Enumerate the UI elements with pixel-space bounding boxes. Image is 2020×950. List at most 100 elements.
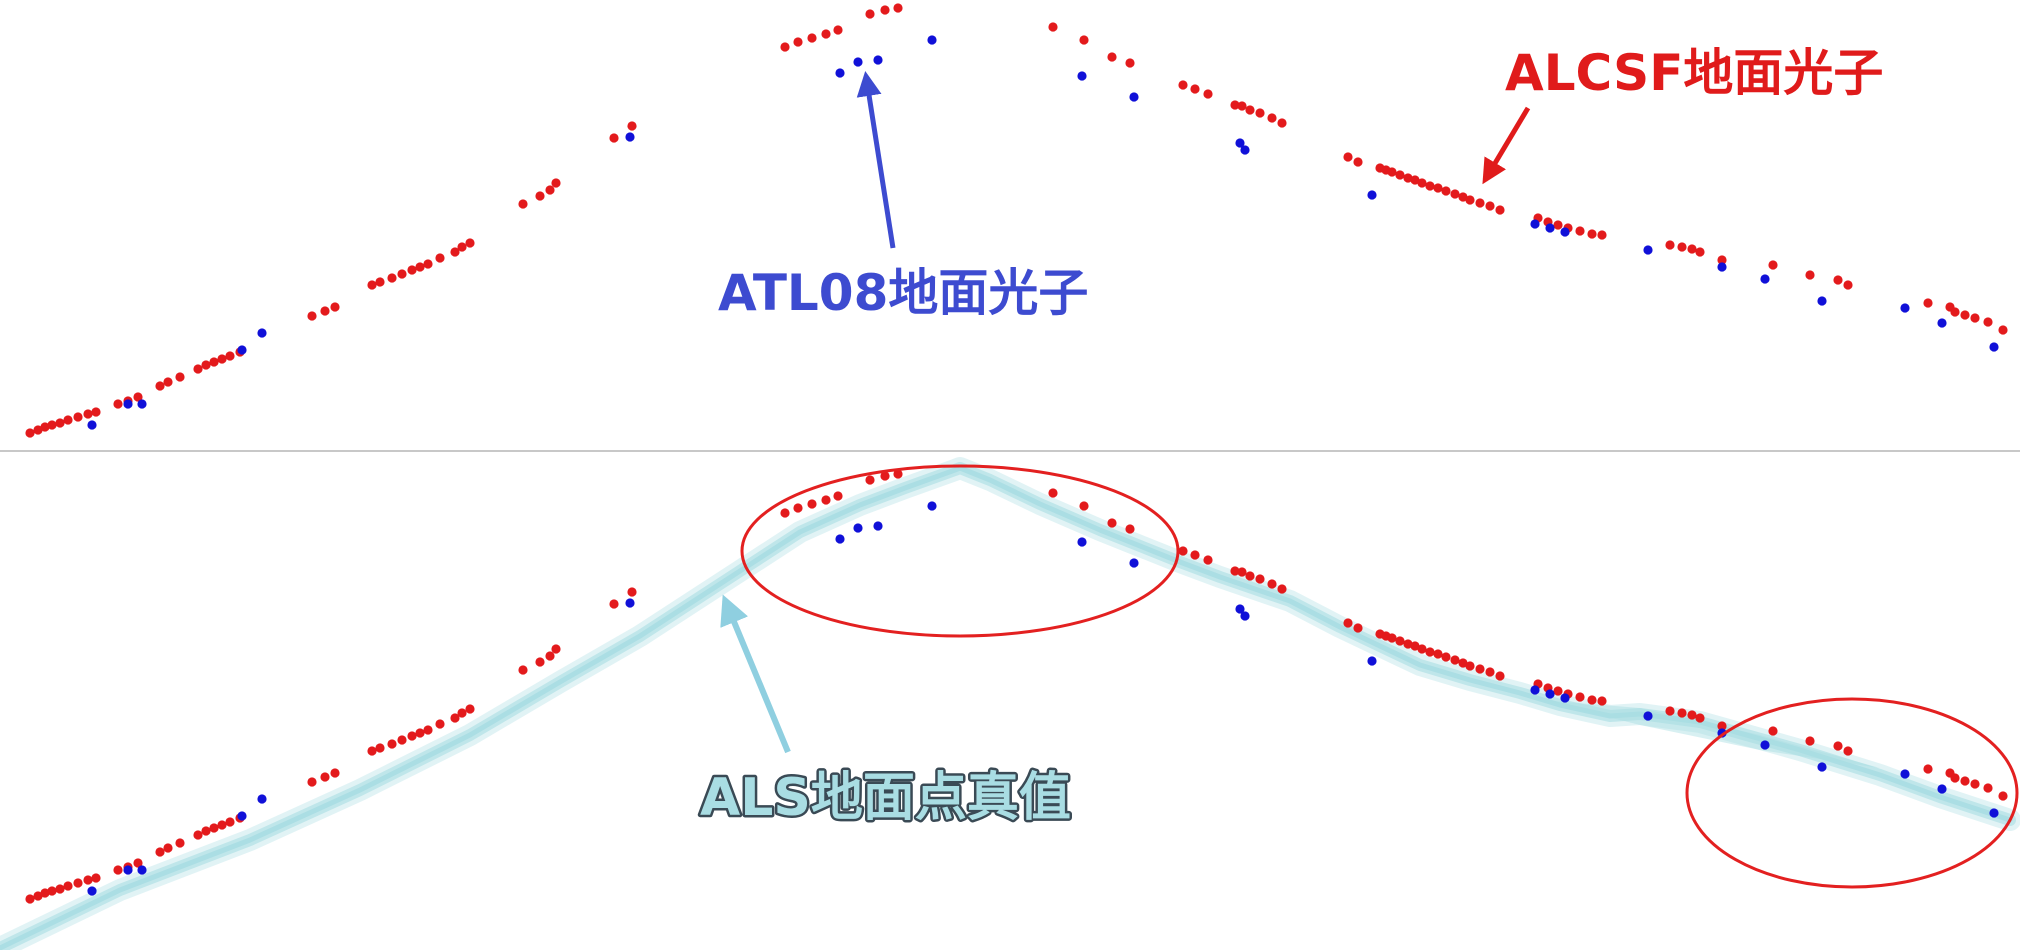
als-ground-truth-line <box>0 457 2020 950</box>
atl08-photon-point <box>1560 227 1570 237</box>
alcsf-photon-point <box>1237 567 1247 577</box>
alcsf-photon-point <box>1677 242 1687 252</box>
alcsf-photon-point <box>1267 579 1277 589</box>
alcsf-photon-point <box>367 746 377 756</box>
alcsf-photon-point <box>435 253 445 263</box>
alcsf-photon-point <box>518 665 528 675</box>
atl08-photon-point <box>1235 604 1245 614</box>
alcsf-photon-point <box>435 719 445 729</box>
atl08-photon-point <box>257 794 267 804</box>
alcsf-photon-point <box>1677 708 1687 718</box>
atl08-arrow <box>856 71 896 249</box>
alcsf-photon-point <box>387 739 397 749</box>
alcsf-photon-point <box>1125 58 1135 68</box>
alcsf-arrow <box>1482 106 1531 185</box>
alcsf-photon-point <box>893 3 903 13</box>
alcsf-photon-point <box>1485 201 1495 211</box>
als-ground-truth-spread <box>1540 700 1880 768</box>
alcsf-photon-point <box>1458 658 1468 668</box>
alcsf-photon-point <box>1433 649 1443 659</box>
alcsf-photon-point <box>307 311 317 321</box>
alcsf-photon-point <box>1695 713 1705 723</box>
alcsf-photon-point <box>193 830 203 840</box>
alcsf-photon-point <box>423 259 433 269</box>
alcsf-photon-point <box>1833 275 1843 285</box>
alcsf-photon-point <box>1575 226 1585 236</box>
als-ground-truth-band <box>0 457 2020 950</box>
alcsf-photon-point <box>1277 118 1287 128</box>
alcsf-photon-point <box>1417 178 1427 188</box>
alcsf-photon-point <box>1695 247 1705 257</box>
alcsf-photon-point <box>1255 108 1265 118</box>
alcsf-photon-point <box>821 29 831 39</box>
atl08-photon-point <box>1530 219 1540 229</box>
atl08-photon-point <box>137 865 147 875</box>
alcsf-photon-point <box>1960 776 1970 786</box>
alcsf-photon-point <box>1717 721 1727 731</box>
atl08-photon-point <box>853 57 863 67</box>
alcsf-photon-point <box>1230 566 1240 576</box>
alcsf-photon-point <box>450 713 460 723</box>
alcsf-photon-point <box>1950 773 1960 783</box>
alcsf-photon-point <box>1237 101 1247 111</box>
alcsf-photon-point <box>1410 175 1420 185</box>
alcsf-photon-point <box>40 888 50 898</box>
alcsf-photon-point <box>40 422 50 432</box>
alcsf-photon-point <box>1843 746 1853 756</box>
alcsf-photon-point <box>91 407 101 417</box>
alcsf-photon-point <box>1833 741 1843 751</box>
alcsf-photon-point <box>307 777 317 787</box>
alcsf-photon-point <box>33 891 43 901</box>
alcsf-photon-point <box>1107 52 1117 62</box>
alcsf-photon-point <box>1190 550 1200 560</box>
atl08-photon-point <box>1643 245 1653 255</box>
alcsf-photon-point <box>175 372 185 382</box>
alcsf-photon-point <box>780 42 790 52</box>
highlight-ellipse-right <box>1685 697 2019 889</box>
alcsf-photon-point <box>1805 270 1815 280</box>
alcsf-photon-point <box>1687 710 1697 720</box>
alcsf-photon-point <box>1395 170 1405 180</box>
alcsf-photon-point <box>1403 173 1413 183</box>
alcsf-photon-point <box>1475 664 1485 674</box>
atl08-photon-point <box>1937 318 1947 328</box>
atl08-photon-point <box>927 35 937 45</box>
alcsf-photon-point <box>133 392 143 402</box>
alcsf-photon-point <box>1178 546 1188 556</box>
alcsf-photon-point <box>33 425 43 435</box>
alcsf-photon-point <box>1267 113 1277 123</box>
alcsf-photon-point <box>1923 298 1933 308</box>
alcsf-photon-point <box>1203 555 1213 565</box>
atl08-photon-point <box>1129 558 1139 568</box>
atl08-photon-point <box>1817 762 1827 772</box>
atl08-photon-point <box>237 345 247 355</box>
atl08-photon-point <box>1077 537 1087 547</box>
atl08-photon-point <box>873 521 883 531</box>
alcsf-photon-point <box>217 354 227 364</box>
alcsf-photon-point <box>793 37 803 47</box>
atl08-photon-point <box>873 55 883 65</box>
alcsf-photon-point <box>1597 230 1607 240</box>
alcsf-photons-bottom <box>25 469 2008 904</box>
alcsf-photon-point <box>865 475 875 485</box>
atl08-photon-point <box>87 886 97 896</box>
highlight-ellipse-peak <box>740 464 1180 638</box>
alcsf-photon-point <box>113 399 123 409</box>
alcsf-photon-point <box>1768 726 1778 736</box>
alcsf-photon-point <box>1353 623 1363 633</box>
alcsf-photon-point <box>63 881 73 891</box>
alcsf-photon-point <box>627 121 637 131</box>
alcsf-photon-point <box>793 503 803 513</box>
alcsf-photon-point <box>457 708 467 718</box>
alcsf-photon-point <box>465 238 475 248</box>
atl08-photon-point <box>1760 274 1770 284</box>
alcsf-photon-point <box>55 418 65 428</box>
atl08-photon-point <box>1530 685 1540 695</box>
atl08-photon-point <box>87 420 97 430</box>
alcsf-photon-point <box>73 878 83 888</box>
alcsf-photon-point <box>1441 186 1451 196</box>
alcsf-photon-point <box>1575 692 1585 702</box>
alcsf-photon-point <box>1203 89 1213 99</box>
alcsf-photon-point <box>821 495 831 505</box>
